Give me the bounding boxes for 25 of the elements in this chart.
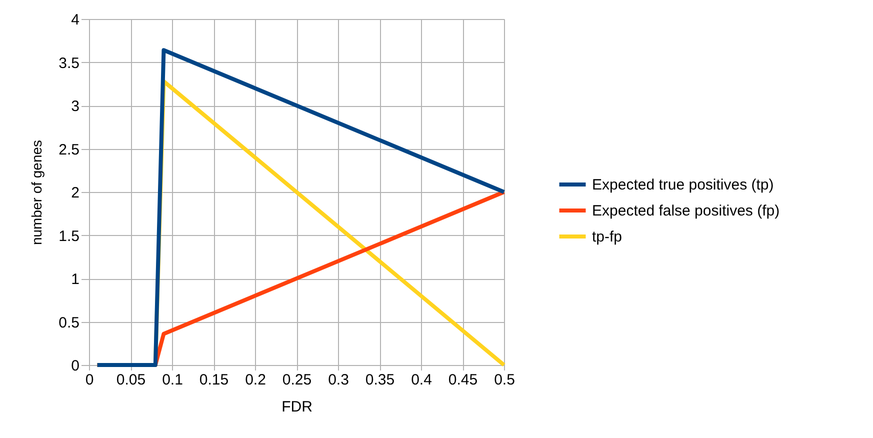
y-tick-label: 2 xyxy=(71,184,80,202)
y-tick-label: 1 xyxy=(71,271,80,288)
y-tick-label: 3 xyxy=(71,98,80,115)
x-tick-label: 0.2 xyxy=(245,372,266,388)
x-tick-label: 0.25 xyxy=(282,372,312,388)
y-tick-label: 4 xyxy=(71,12,80,28)
y-tick-label: 1.5 xyxy=(58,228,80,245)
legend-label: Expected true positives (tp) xyxy=(592,176,774,194)
legend-label: Expected false positives (fp) xyxy=(592,202,780,220)
legend-label: tp-fp xyxy=(592,228,622,246)
x-tick-label: 0.15 xyxy=(199,372,229,388)
x-tick-label: 0.4 xyxy=(411,372,432,388)
x-tick-label: 0.35 xyxy=(365,372,395,388)
x-tick-label: 0.1 xyxy=(162,372,183,388)
y-tick-label: 0.5 xyxy=(58,314,80,332)
x-tick-label: 0.5 xyxy=(494,372,515,388)
y-axis-title: number of genes xyxy=(28,140,45,246)
x-tick-label: 0.3 xyxy=(328,372,349,388)
y-tick-label: 3.5 xyxy=(58,54,80,72)
x-tick-label: 0 xyxy=(85,372,94,388)
y-tick-label: 2.5 xyxy=(58,141,80,158)
x-tick-label: 0.05 xyxy=(116,372,146,388)
x-axis-title: FDR xyxy=(282,398,313,416)
y-tick-label: 0 xyxy=(71,358,80,374)
x-tick-label: 0.45 xyxy=(448,372,478,388)
